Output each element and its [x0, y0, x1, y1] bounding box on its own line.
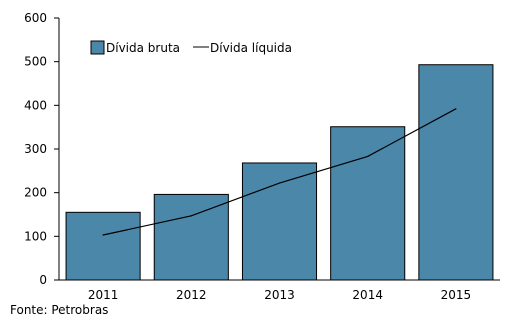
line-point	[102, 234, 104, 236]
x-tick-label: 2014	[352, 288, 383, 302]
bar	[65, 211, 141, 281]
line-point	[190, 215, 192, 217]
y-tick-label: 300	[24, 142, 47, 156]
source-note: Fonte: Petrobras	[10, 303, 109, 317]
line-point	[455, 108, 457, 110]
y-tick-label: 600	[24, 11, 47, 25]
bar	[418, 64, 494, 281]
legend: Dívida bruta Dívida líquida	[90, 40, 292, 55]
y-axis: 0 100 200 300 400 500 600	[24, 11, 60, 287]
line-series	[102, 108, 457, 236]
line-point	[278, 182, 281, 184]
y-tick-label: 0	[39, 273, 47, 287]
y-tick-label: 100	[24, 229, 47, 243]
x-tick-label: 2012	[176, 288, 207, 302]
x-tick-label: 2013	[264, 288, 295, 302]
bar	[241, 162, 318, 281]
y-tick-label: 200	[24, 186, 47, 200]
y-tick-label: 400	[24, 98, 47, 112]
legend-bar-swatch	[90, 40, 105, 55]
x-tick-label: 2011	[88, 288, 119, 302]
y-tick-label: 500	[24, 55, 47, 69]
bar	[153, 193, 229, 281]
legend-bar-label: Dívida bruta	[106, 41, 180, 55]
bar	[330, 126, 406, 281]
line-point	[367, 155, 369, 158]
bar-series	[65, 64, 494, 281]
legend-line-label: Dívida líquida	[210, 41, 292, 55]
x-tick-label: 2015	[441, 288, 472, 302]
x-axis: 2011 2012 2013 2014 2015	[59, 279, 500, 302]
